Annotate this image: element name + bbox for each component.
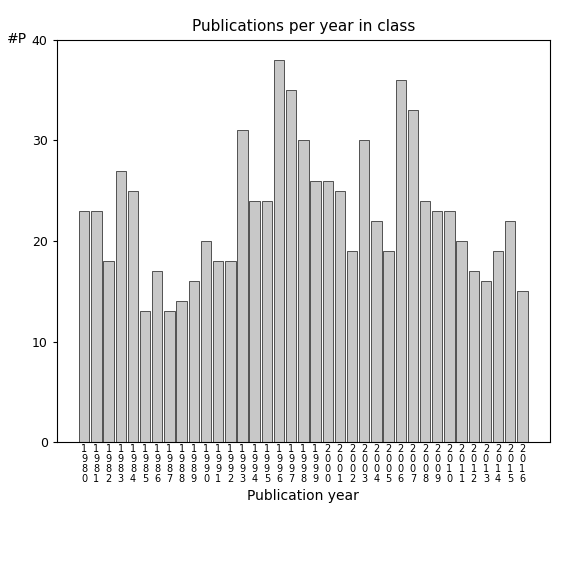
Bar	[103, 261, 114, 442]
Bar	[140, 311, 150, 442]
Bar	[164, 311, 175, 442]
Bar	[225, 261, 235, 442]
Bar	[310, 180, 321, 442]
Bar	[286, 90, 297, 442]
Bar	[383, 251, 393, 442]
Bar	[493, 251, 503, 442]
Bar	[261, 201, 272, 442]
Bar	[396, 80, 406, 442]
Bar	[116, 171, 126, 442]
Bar	[371, 221, 382, 442]
Bar	[517, 291, 527, 442]
Bar	[468, 271, 479, 442]
Bar	[505, 221, 515, 442]
Bar	[456, 241, 467, 442]
Bar	[274, 60, 284, 442]
Bar	[152, 271, 163, 442]
Bar	[347, 251, 357, 442]
Bar	[189, 281, 199, 442]
Bar	[481, 281, 491, 442]
Bar	[444, 211, 455, 442]
Bar	[335, 191, 345, 442]
Bar	[249, 201, 260, 442]
Y-axis label: #P: #P	[7, 32, 27, 45]
Bar	[298, 141, 308, 442]
Bar	[128, 191, 138, 442]
Title: Publications per year in class: Publications per year in class	[192, 19, 415, 35]
Bar	[432, 211, 442, 442]
Bar	[201, 241, 211, 442]
Bar	[359, 141, 369, 442]
Bar	[79, 211, 90, 442]
Bar	[408, 110, 418, 442]
Bar	[176, 302, 187, 442]
Bar	[213, 261, 223, 442]
Bar	[420, 201, 430, 442]
Bar	[238, 130, 248, 442]
Bar	[91, 211, 101, 442]
Bar	[323, 180, 333, 442]
X-axis label: Publication year: Publication year	[247, 489, 359, 503]
